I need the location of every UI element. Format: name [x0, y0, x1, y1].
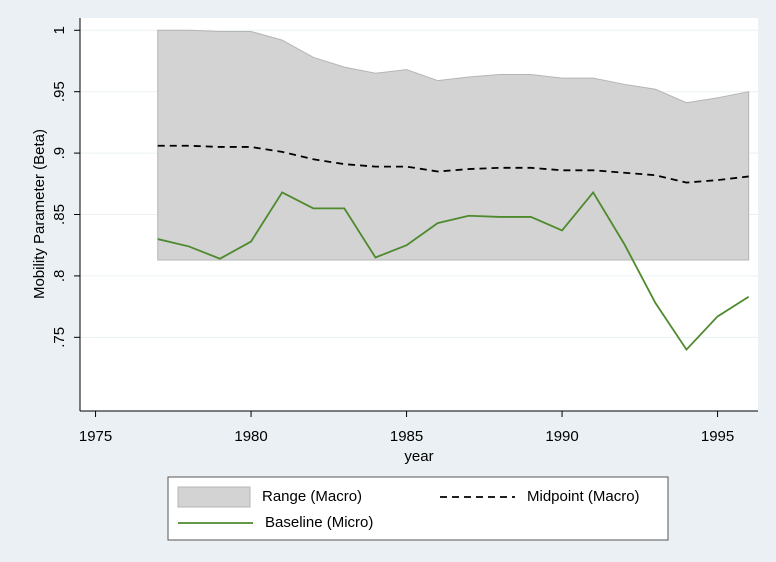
- legend-label: Midpoint (Macro): [527, 488, 640, 505]
- x-tick-label: 1975: [79, 428, 112, 445]
- x-tick-label: 1980: [234, 428, 267, 445]
- x-tick-label: 1990: [545, 428, 578, 445]
- legend: [167, 476, 669, 541]
- legend-swatch: [177, 486, 251, 508]
- legend-label: Range (Macro): [262, 488, 362, 505]
- range-area: [157, 29, 750, 261]
- series-line: [157, 144, 749, 184]
- x-axis-label: year: [404, 448, 433, 465]
- x-tick-label: 1995: [701, 428, 734, 445]
- y-tick-label: .9: [51, 147, 68, 160]
- y-tick-label: .95: [51, 81, 68, 102]
- series-line: [157, 190, 750, 352]
- y-tick-label: .75: [51, 327, 68, 348]
- x-tick-label: 1985: [390, 428, 423, 445]
- y-tick-label: .85: [51, 204, 68, 225]
- legend-label: Baseline (Micro): [265, 514, 373, 531]
- y-axis-label: Mobility Parameter (Beta): [31, 129, 48, 299]
- y-tick-label: 1: [51, 26, 68, 34]
- y-tick-label: .8: [51, 270, 68, 283]
